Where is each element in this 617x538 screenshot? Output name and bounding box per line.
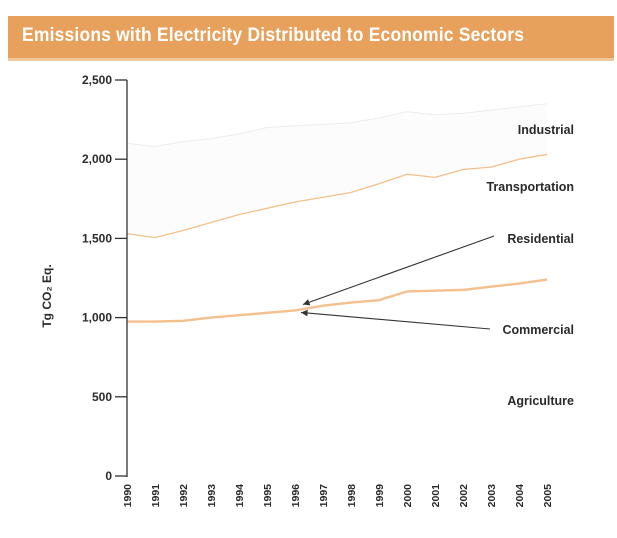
y-tick-label-1500: 1,500	[82, 231, 112, 245]
x-tick-label-1993: 1993	[206, 484, 218, 508]
chart-panel: 0 500 1,000 1,500 2,000 2,500 Tg CO₂ Eq. 1990 19…	[14, 61, 614, 533]
chart-svg: 0 500 1,000 1,500 2,000 2,500 Tg CO₂ Eq. 1990 19…	[40, 73, 574, 508]
series-line-industrial	[126, 103, 548, 148]
x-tick-label-2002: 2002	[458, 484, 470, 508]
y-tick-label-2500: 2,500	[82, 73, 112, 87]
commercial-arrow	[300, 309, 491, 330]
residential-arrow	[302, 235, 495, 306]
x-tick-label-1995: 1995	[262, 484, 274, 508]
series-line-transportation	[126, 153, 548, 239]
y-tick-label-500: 500	[92, 390, 112, 404]
x-tick-label-1997: 1997	[318, 484, 330, 508]
x-tick-label-1990: 1990	[122, 484, 134, 508]
x-tick-label-2005: 2005	[542, 484, 554, 508]
x-tick-label-2001: 2001	[430, 484, 442, 508]
x-tick-label-1999: 1999	[374, 484, 386, 508]
x-tick-label-2004: 2004	[514, 484, 526, 508]
series-label-agriculture: Agriculture	[507, 394, 574, 408]
series-label-commercial: Commercial	[502, 323, 574, 337]
x-tick-label-1998: 1998	[346, 484, 358, 508]
area-commercial	[127, 279, 547, 476]
title-bar: Emissions with Electricity Distributed t…	[8, 16, 614, 61]
y-axis-label: Tg CO₂ Eq.	[40, 264, 54, 327]
x-tick-label-1992: 1992	[178, 484, 190, 508]
series-label-residential: Residential	[507, 232, 574, 246]
series-label-transportation: Transportation	[486, 180, 574, 194]
x-tick-label-1991: 1991	[150, 484, 162, 508]
y-tick-label-2000: 2,000	[82, 152, 112, 166]
x-tick-label-2000: 2000	[402, 484, 414, 508]
chart-title: Emissions with Electricity Distributed t…	[22, 25, 525, 46]
x-tick-label-1994: 1994	[234, 484, 246, 508]
y-tick-label-0: 0	[105, 469, 112, 483]
x-tick-label-1996: 1996	[290, 484, 302, 508]
series-line-residential	[127, 278, 548, 323]
y-tick-label-1000: 1,000	[82, 311, 112, 325]
series-label-industrial: Industrial	[518, 123, 574, 137]
x-tick-label-2003: 2003	[486, 484, 498, 508]
